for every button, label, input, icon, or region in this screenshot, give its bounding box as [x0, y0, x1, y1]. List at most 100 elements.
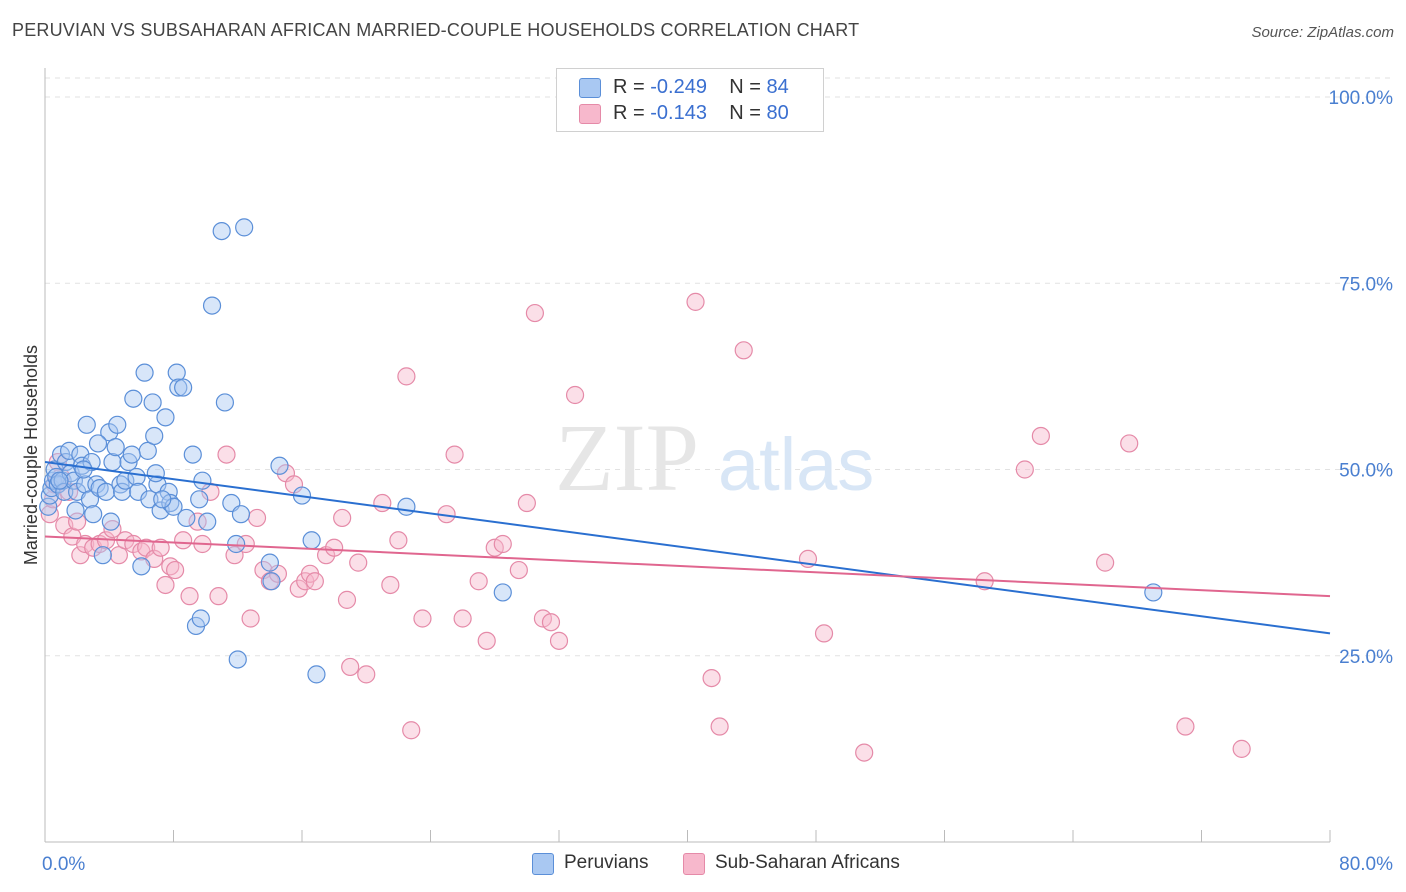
point-subsaharan	[389, 531, 408, 550]
y-axis-label: Married-couple Households	[21, 345, 41, 565]
y-tick-label: 25.0%	[1339, 647, 1393, 668]
point-peruvians	[66, 501, 85, 520]
point-peruvians	[112, 482, 132, 501]
point-peruvians	[270, 456, 289, 475]
source-label: Source: ZipAtlas.com	[1251, 24, 1394, 41]
axes	[44, 68, 1331, 843]
point-subsaharan	[305, 572, 324, 591]
legend-n-label: N =	[729, 76, 767, 98]
point-peruvians	[227, 534, 246, 554]
trend-line-peruvians	[44, 461, 1331, 635]
gridlines	[45, 77, 1392, 657]
point-peruvians	[93, 546, 112, 565]
point-peruvians	[302, 531, 321, 550]
point-peruvians	[122, 445, 141, 464]
point-subsaharan	[337, 590, 357, 609]
point-subsaharan	[445, 445, 464, 464]
point-peruvians	[74, 460, 93, 479]
point-peruvians	[156, 408, 175, 427]
point-peruvians	[193, 471, 212, 490]
point-subsaharan	[814, 624, 834, 643]
point-subsaharan	[517, 493, 536, 513]
point-peruvians	[108, 415, 127, 434]
point-subsaharan	[734, 341, 753, 360]
y-tick-label: 75.0%	[1339, 274, 1393, 295]
point-subsaharan	[1015, 460, 1034, 479]
x-tick-label: 80.0%	[1339, 854, 1393, 875]
point-subsaharan	[103, 519, 122, 539]
legend-n-label: N =	[729, 102, 767, 124]
watermark-zip: ZIP	[555, 404, 699, 511]
point-subsaharan	[341, 657, 360, 677]
legend-n-value: 80	[766, 102, 789, 124]
point-peruvians	[153, 490, 172, 509]
x-tick-label: 0.0%	[42, 854, 85, 875]
point-peruvians	[84, 505, 103, 524]
point-subsaharan	[333, 508, 352, 528]
point-subsaharan	[565, 385, 585, 405]
point-subsaharan	[373, 493, 392, 513]
point-peruvians	[183, 445, 202, 464]
legend-label-peruvians: Peruvians	[564, 852, 649, 873]
tick-labels: 25.0% 50.0% 75.0% 100.0% 0.0% 80.0%	[42, 88, 1393, 875]
point-peruvians	[212, 222, 231, 241]
trend-line-subsaharan	[44, 535, 1331, 598]
point-peruvians	[103, 452, 122, 472]
point-peruvians	[145, 426, 164, 446]
point-subsaharan	[469, 572, 488, 591]
point-peruvians	[202, 296, 222, 315]
point-peruvians	[88, 434, 108, 453]
point-subsaharan	[156, 575, 175, 595]
legend-swatch-pink	[683, 853, 705, 875]
point-subsaharan	[174, 531, 193, 550]
point-peruvians	[124, 389, 143, 408]
point-peruvians	[106, 438, 125, 457]
point-subsaharan	[325, 538, 344, 557]
point-subsaharan	[357, 665, 376, 684]
point-peruvians	[191, 609, 210, 628]
point-peruvians	[228, 650, 247, 669]
point-peruvians	[132, 557, 151, 576]
point-peruvians	[198, 512, 217, 531]
point-peruvians	[146, 464, 165, 483]
point-peruvians	[59, 441, 79, 460]
point-peruvians	[77, 415, 96, 434]
point-peruvians	[397, 497, 416, 516]
point-subsaharan	[1176, 717, 1195, 736]
point-subsaharan	[702, 668, 721, 688]
point-subsaharan	[289, 579, 308, 598]
series-peruvians-points	[39, 218, 1163, 684]
point-subsaharan	[686, 292, 705, 311]
point-subsaharan	[1031, 426, 1050, 446]
point-subsaharan	[217, 445, 236, 464]
point-peruvians	[143, 393, 162, 412]
point-subsaharan	[1120, 434, 1139, 453]
point-peruvians	[174, 378, 193, 397]
point-subsaharan	[151, 538, 170, 557]
legend-swatch-blue	[532, 853, 554, 875]
point-peruvians	[169, 378, 188, 397]
point-subsaharan	[453, 609, 472, 628]
point-subsaharan	[349, 553, 368, 572]
point-subsaharan	[493, 534, 512, 554]
point-subsaharan	[402, 721, 421, 740]
point-peruvians	[190, 490, 209, 509]
point-peruvians	[96, 482, 116, 501]
point-subsaharan	[381, 575, 400, 595]
point-subsaharan	[1232, 739, 1251, 758]
point-subsaharan	[166, 560, 185, 580]
trend-lines	[44, 461, 1331, 635]
point-subsaharan	[247, 508, 267, 528]
point-subsaharan	[241, 609, 260, 628]
watermark-atlas: atlas	[718, 423, 874, 506]
legend-r-label: R =	[613, 102, 651, 124]
point-peruvians	[50, 471, 69, 490]
legend-r-value: -0.143	[650, 102, 707, 124]
point-subsaharan	[855, 743, 874, 762]
point-peruvians	[101, 512, 120, 531]
point-peruvians	[262, 572, 281, 591]
point-subsaharan	[397, 367, 416, 386]
y-tick-label: 50.0%	[1339, 461, 1393, 482]
correlation-legend: R = -0.249 N = 84 R = -0.143 N = 80	[556, 68, 824, 132]
